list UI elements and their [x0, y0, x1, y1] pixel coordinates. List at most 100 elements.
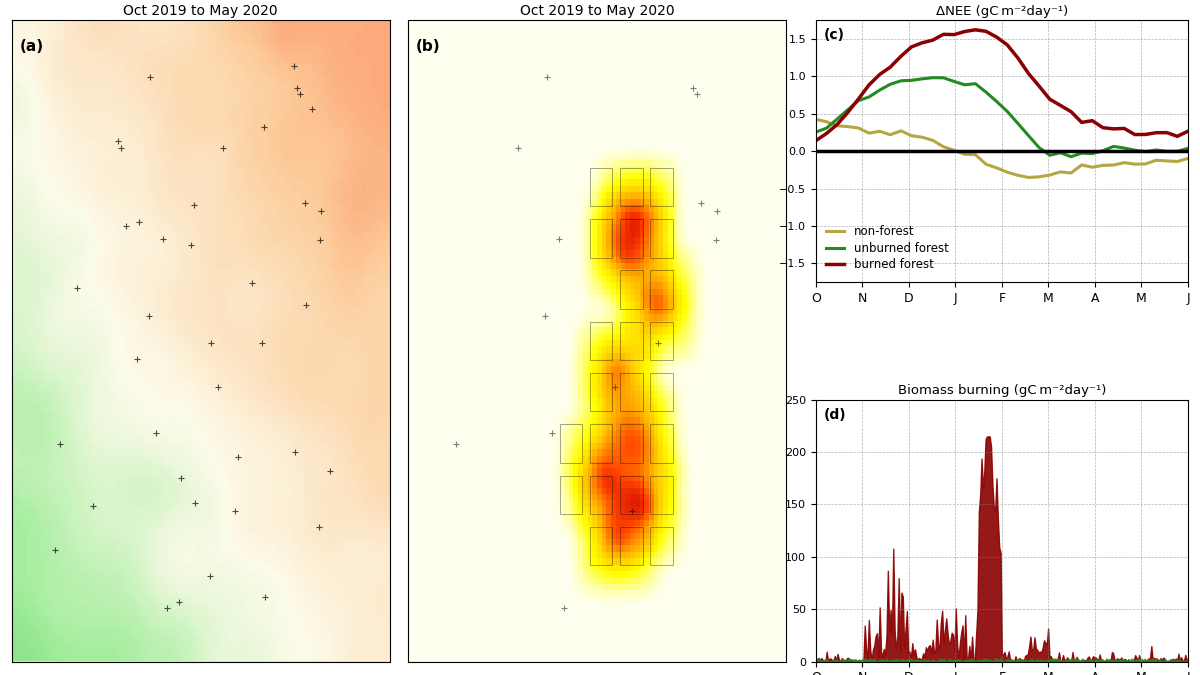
unburned forest [947, 78, 961, 86]
burned forest [1148, 129, 1163, 137]
Bar [650, 322, 673, 360]
unburned forest [1148, 146, 1163, 154]
Line: non-forest: non-forest [816, 119, 1188, 178]
burned forest [894, 52, 908, 60]
non-forest [958, 151, 972, 159]
Bar [589, 526, 612, 566]
unburned forest [1159, 147, 1174, 155]
unburned forest [851, 97, 865, 105]
Bar [650, 373, 673, 412]
non-forest [1000, 168, 1014, 176]
burned forest [1054, 101, 1068, 109]
unburned forest [958, 81, 972, 89]
non-forest [1148, 156, 1163, 164]
Bar [650, 219, 673, 258]
non-forest [979, 160, 994, 168]
unburned forest [894, 77, 908, 85]
unburned forest [1021, 132, 1036, 140]
non-forest [1054, 168, 1068, 176]
Bar [559, 425, 582, 463]
Bar [589, 475, 612, 514]
non-forest [1096, 161, 1110, 169]
unburned forest [1085, 150, 1099, 158]
unburned forest [872, 86, 887, 94]
unburned forest [979, 88, 994, 96]
Bar [589, 322, 612, 360]
Text: (c): (c) [823, 28, 845, 42]
unburned forest [840, 106, 854, 114]
non-forest [894, 127, 908, 135]
burned forest [1032, 82, 1046, 90]
unburned forest [1000, 107, 1014, 115]
Title: Oct 2019 to May 2020: Oct 2019 to May 2020 [124, 3, 278, 18]
non-forest [851, 124, 865, 132]
burned forest [830, 120, 845, 128]
non-forest [1064, 169, 1079, 177]
burned forest [1096, 124, 1110, 132]
burned forest [1128, 130, 1142, 138]
unburned forest [830, 115, 845, 123]
unburned forest [1043, 151, 1057, 159]
burned forest [1064, 107, 1079, 115]
burned forest [958, 28, 972, 36]
burned forest [809, 136, 823, 144]
non-forest [862, 129, 876, 137]
non-forest [990, 164, 1004, 172]
unburned forest [1181, 144, 1195, 153]
burned forest [862, 81, 876, 89]
non-forest [936, 142, 950, 151]
Bar [589, 425, 612, 463]
burned forest [1000, 40, 1014, 49]
Bar [620, 168, 642, 207]
unburned forest [1139, 148, 1153, 156]
burned forest [872, 70, 887, 78]
burned forest [840, 109, 854, 117]
unburned forest [1117, 144, 1132, 152]
Bar [589, 373, 612, 412]
Text: (d): (d) [823, 408, 846, 422]
burned forest [1010, 54, 1025, 62]
non-forest [947, 146, 961, 155]
non-forest [925, 136, 940, 144]
unburned forest [1128, 146, 1142, 155]
Text: (b): (b) [416, 40, 440, 55]
non-forest [1010, 171, 1025, 180]
unburned forest [1074, 149, 1088, 157]
burned forest [1159, 128, 1174, 136]
non-forest [872, 127, 887, 135]
Bar [650, 425, 673, 463]
burned forest [947, 30, 961, 38]
non-forest [1128, 160, 1142, 168]
Bar [559, 475, 582, 514]
Title: ΔNEE (gC m⁻²day⁻¹): ΔNEE (gC m⁻²day⁻¹) [936, 5, 1068, 18]
Bar [650, 168, 673, 207]
unburned forest [1170, 147, 1184, 155]
non-forest [1181, 155, 1195, 163]
burned forest [883, 63, 898, 71]
non-forest [1159, 157, 1174, 165]
burned forest [979, 27, 994, 35]
unburned forest [1010, 119, 1025, 128]
burned forest [936, 30, 950, 38]
Bar [650, 475, 673, 514]
burned forest [905, 43, 919, 51]
non-forest [1043, 171, 1057, 179]
Line: unburned forest: unburned forest [816, 78, 1188, 157]
burned forest [1181, 127, 1195, 135]
unburned forest [883, 80, 898, 88]
burned forest [1021, 70, 1036, 78]
burned forest [968, 26, 983, 34]
Bar [620, 219, 642, 258]
non-forest [1021, 173, 1036, 182]
unburned forest [1032, 144, 1046, 152]
Text: (a): (a) [19, 40, 43, 55]
unburned forest [1064, 153, 1079, 161]
burned forest [1106, 125, 1121, 133]
Title: Oct 2019 to May 2020: Oct 2019 to May 2020 [520, 3, 674, 18]
unburned forest [1096, 146, 1110, 155]
Bar [620, 373, 642, 412]
burned forest [925, 36, 940, 44]
non-forest [1170, 157, 1184, 165]
unburned forest [1054, 148, 1068, 157]
non-forest [1139, 160, 1153, 168]
